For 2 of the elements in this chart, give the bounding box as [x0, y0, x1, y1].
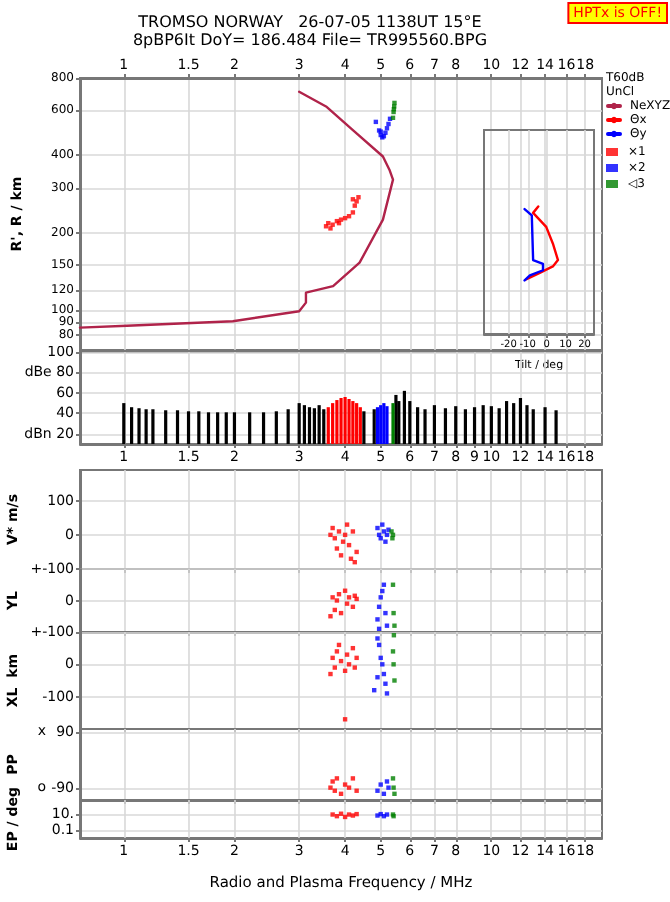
chart-title: TROMSO NORWAY 26-07-05 1138UT 15°E: [136, 13, 482, 31]
chart-subtitle: 8pBP6It DoY= 186.484 File= TR995560.BPG: [132, 31, 488, 49]
